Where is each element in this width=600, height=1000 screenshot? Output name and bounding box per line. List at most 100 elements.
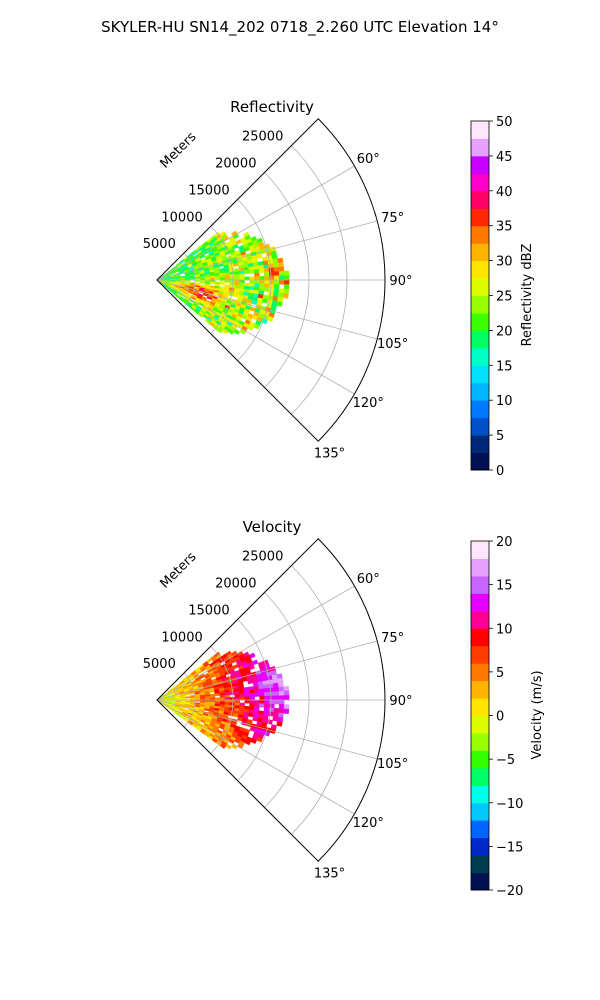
echo-cell bbox=[273, 682, 279, 688]
colorbar-tick-label: 40 bbox=[496, 185, 513, 200]
echo-cell bbox=[229, 279, 236, 283]
colorbar-segment bbox=[471, 680, 489, 699]
colorbar-tick-label: −15 bbox=[496, 840, 523, 855]
azimuth-tick-label: 90° bbox=[389, 694, 412, 709]
echo-cell bbox=[263, 268, 270, 273]
echo-cell bbox=[234, 276, 241, 281]
echo-cell bbox=[248, 664, 255, 671]
echo-cell bbox=[249, 279, 255, 284]
echo-cell bbox=[259, 703, 265, 708]
colorbar-tick-label: 15 bbox=[496, 359, 513, 374]
azimuth-tick-label: 135° bbox=[314, 447, 345, 462]
colorbar-segment bbox=[471, 750, 489, 769]
echo-cell bbox=[273, 271, 280, 277]
echo-cell bbox=[268, 711, 275, 717]
echo-cell bbox=[273, 283, 280, 289]
echo-cell bbox=[259, 699, 265, 704]
echo-cell bbox=[253, 269, 260, 274]
echo-cell bbox=[248, 712, 254, 718]
colorbar-tick-label: 45 bbox=[496, 150, 513, 165]
colorbar-segment bbox=[471, 802, 489, 821]
echo-cell bbox=[273, 266, 280, 273]
echo-cell bbox=[268, 703, 275, 709]
velocity-panel: Velocity 5000 10000 15000 20000 25000 60° 75°… bbox=[143, 518, 545, 899]
colorbar-segment bbox=[471, 225, 489, 244]
echo-cell bbox=[264, 695, 270, 701]
echo-cell bbox=[269, 695, 275, 701]
echo-cell bbox=[269, 279, 275, 285]
echo-cell bbox=[283, 685, 290, 692]
echo-cell bbox=[258, 688, 265, 694]
colorbar-segment bbox=[471, 435, 489, 454]
echo-cell bbox=[239, 279, 245, 284]
colorbar-segment bbox=[471, 260, 489, 279]
velocity-title: Velocity bbox=[243, 518, 302, 536]
echo-cell bbox=[256, 736, 263, 743]
echo-cell bbox=[224, 694, 231, 698]
reflectivity-title: Reflectivity bbox=[230, 98, 314, 116]
echo-cell bbox=[283, 288, 290, 295]
echo-cell bbox=[274, 279, 280, 285]
echo-cell bbox=[268, 687, 275, 693]
echo-cell bbox=[279, 695, 285, 701]
echo-cell bbox=[264, 283, 270, 289]
range-tick-label: 25000 bbox=[242, 550, 283, 565]
azimuth-tick-label: 120° bbox=[353, 396, 384, 411]
echo-cell bbox=[254, 692, 260, 697]
echo-cell bbox=[233, 328, 241, 335]
colorbar-segment bbox=[471, 628, 489, 647]
echo-cell bbox=[284, 275, 290, 281]
echo-cell bbox=[263, 684, 270, 689]
colorbar-segment bbox=[471, 837, 489, 856]
colorbar-tick-label: 35 bbox=[496, 220, 513, 235]
colorbar-segment bbox=[471, 121, 489, 139]
velocity-colorbar: −20 −15 −10 −5 0 5 10 15 20 bbox=[470, 535, 523, 899]
colorbar-segment bbox=[471, 698, 489, 716]
azimuth-spoke bbox=[156, 279, 378, 340]
echo-cell bbox=[195, 276, 201, 279]
echo-cell bbox=[268, 271, 275, 277]
echo-cell bbox=[264, 703, 270, 709]
echo-cell bbox=[239, 270, 245, 275]
colorbar-segment bbox=[471, 872, 489, 891]
echo-cell bbox=[244, 739, 251, 746]
range-tick-label: 10000 bbox=[161, 630, 202, 645]
echo-cell bbox=[234, 694, 241, 698]
echo-cell bbox=[268, 691, 275, 697]
echo-cell bbox=[264, 271, 270, 277]
reflectivity-polar-grid bbox=[156, 118, 386, 442]
colorbar-segment bbox=[471, 173, 489, 192]
echo-cell bbox=[239, 276, 245, 281]
azimuth-spoke bbox=[156, 279, 355, 395]
echo-cell bbox=[264, 691, 270, 697]
echo-cell bbox=[284, 695, 290, 701]
echo-cell bbox=[254, 703, 260, 708]
echo-cell bbox=[216, 327, 223, 334]
echo-cell bbox=[259, 276, 265, 281]
echo-cell bbox=[269, 275, 275, 281]
echo-cell bbox=[197, 312, 204, 318]
echo-cell bbox=[244, 270, 250, 275]
colorbar-tick-label: 25 bbox=[496, 290, 513, 305]
echo-cell bbox=[283, 690, 290, 696]
echo-cell bbox=[219, 275, 226, 279]
echo-cell bbox=[248, 269, 255, 274]
echo-cell bbox=[264, 279, 270, 285]
echo-cell bbox=[278, 708, 285, 714]
range-tick-label: 20000 bbox=[215, 157, 256, 172]
colorbar-segment bbox=[471, 593, 489, 612]
colorbar-segment bbox=[471, 820, 489, 839]
colorbar-tick-label: −20 bbox=[496, 884, 523, 899]
echo-cell bbox=[282, 293, 289, 299]
echo-cell bbox=[263, 264, 270, 269]
echo-cell bbox=[229, 691, 235, 696]
echo-cell bbox=[259, 279, 265, 284]
azimuth-spoke bbox=[156, 699, 355, 815]
echo-cell bbox=[279, 699, 285, 705]
range-tick-label: 15000 bbox=[188, 603, 229, 618]
azimuth-spoke bbox=[156, 640, 378, 701]
echo-cell bbox=[254, 283, 260, 288]
echo-cell bbox=[232, 713, 239, 718]
colorbar-segment bbox=[471, 558, 489, 577]
